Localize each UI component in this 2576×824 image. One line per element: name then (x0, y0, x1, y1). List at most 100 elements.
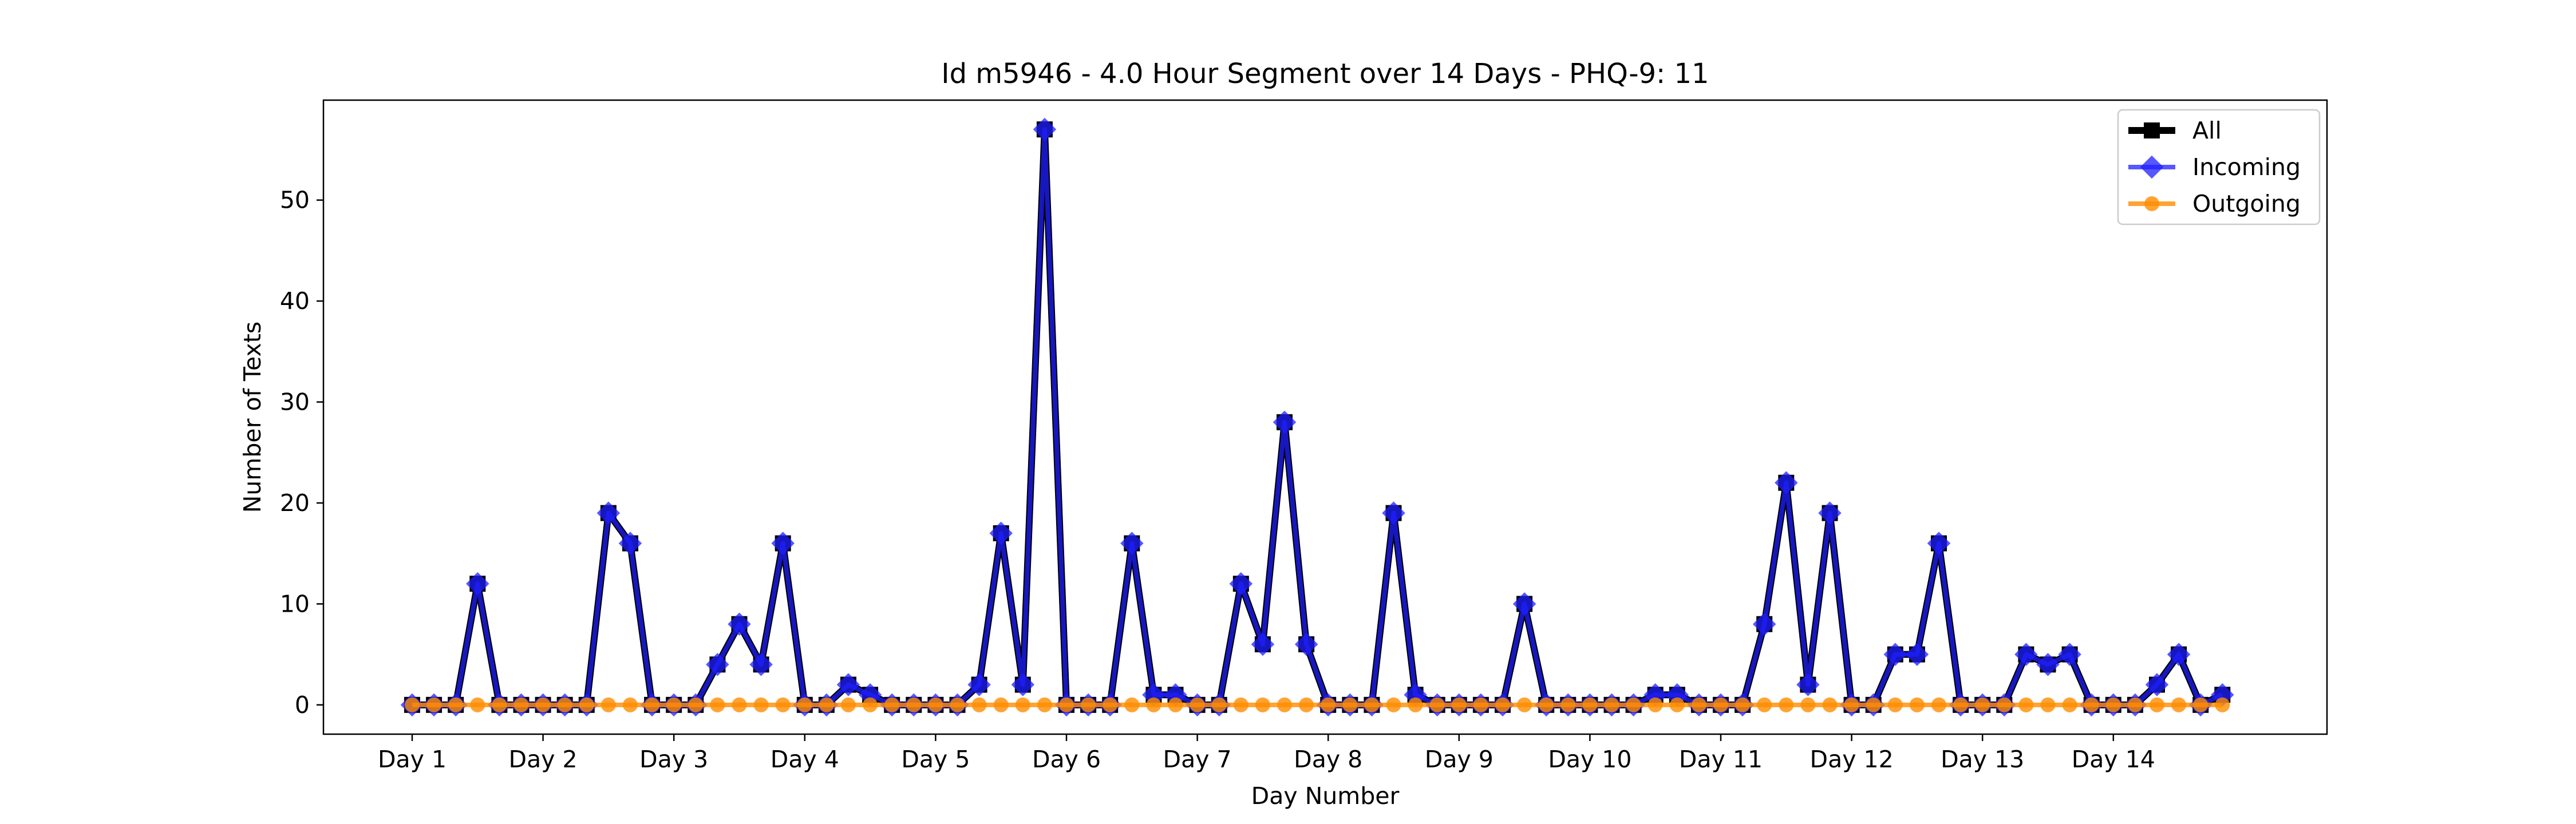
x-tick-label: Day 9 (1425, 746, 1494, 773)
y-tick-label: 20 (280, 489, 310, 517)
data-point-outgoing (1757, 697, 1772, 712)
data-point-outgoing (426, 697, 442, 712)
data-point-outgoing (1866, 697, 1881, 712)
data-point-incoming (596, 501, 621, 525)
data-point-outgoing (1386, 697, 1401, 712)
x-tick-label: Day 7 (1163, 746, 1232, 773)
data-point-outgoing (2150, 697, 2164, 712)
data-point-incoming (1229, 572, 1253, 596)
data-point-outgoing (971, 697, 987, 712)
data-point-outgoing (1713, 697, 1728, 712)
data-point-incoming (1251, 632, 1275, 656)
data-point-outgoing (1146, 697, 1161, 712)
x-tick-label: Day 8 (1294, 746, 1362, 773)
data-point-outgoing (1626, 697, 1641, 712)
data-point-outgoing (470, 697, 485, 712)
data-point-outgoing (1909, 697, 1925, 712)
data-point-outgoing (1779, 697, 1794, 712)
x-tick-label: Day 13 (1941, 746, 2024, 773)
data-point-outgoing (1211, 697, 1227, 712)
data-point-outgoing (1539, 697, 1554, 712)
y-tick-label: 10 (280, 590, 310, 617)
legend-label: Outgoing (2192, 190, 2301, 217)
series-outgoing (405, 697, 2230, 712)
y-axis-ticks: 0 10 20 30 40 50 (280, 187, 323, 719)
data-point-outgoing (1800, 697, 1816, 712)
plot-frame (322, 99, 2328, 735)
y-tick-label: 50 (280, 187, 310, 214)
data-point-incoming (1818, 501, 1842, 525)
data-point-incoming (2036, 653, 2060, 676)
data-point-outgoing (2040, 697, 2056, 712)
data-point-incoming (1512, 592, 1536, 616)
data-point-outgoing (405, 697, 420, 712)
data-point-incoming (2145, 673, 2169, 696)
chart-title: Id m5946 - 4.0 Hour Segment over 14 Days… (941, 58, 1709, 90)
data-point-outgoing (1887, 697, 1903, 712)
data-point-outgoing (557, 697, 572, 712)
x-tick-label: Day 2 (509, 746, 578, 773)
data-point-outgoing (666, 697, 682, 712)
data-point-outgoing (1168, 697, 1183, 712)
data-point-outgoing (1059, 697, 1074, 712)
data-point-incoming (1775, 471, 1798, 494)
data-point-outgoing (775, 697, 791, 712)
x-tick-label: Day 4 (771, 746, 839, 773)
data-point-outgoing (1844, 697, 1859, 712)
data-point-outgoing (884, 697, 900, 712)
data-point-outgoing (1975, 697, 1990, 712)
x-tick-label: Day 3 (639, 746, 708, 773)
data-point-outgoing (1517, 697, 1532, 712)
data-point-incoming (1120, 532, 1144, 555)
data-point-outgoing (2084, 697, 2099, 712)
data-point-incoming (2014, 643, 2038, 666)
data-point-outgoing (645, 697, 660, 712)
data-point-outgoing (1604, 697, 1619, 712)
data-point-outgoing (2193, 697, 2208, 712)
data-point-outgoing (1495, 697, 1510, 712)
legend: All Incoming Outgoing (2117, 109, 2321, 225)
data-point-outgoing (1997, 697, 2012, 712)
data-point-outgoing (513, 697, 529, 712)
data-point-outgoing (579, 697, 594, 712)
x-tick-label: Day 1 (378, 746, 447, 773)
legend-marker (2144, 122, 2160, 138)
legend-marker (2140, 155, 2164, 179)
data-point-outgoing (1429, 697, 1445, 712)
data-point-outgoing (1408, 697, 1423, 712)
data-point-incoming (1927, 532, 1951, 555)
data-point-incoming (1294, 632, 1318, 656)
data-point-outgoing (1451, 697, 1467, 712)
data-point-incoming (1883, 643, 1907, 666)
x-tick-label: Day 6 (1032, 746, 1101, 773)
data-point-outgoing (2127, 697, 2143, 712)
data-point-outgoing (863, 697, 878, 712)
data-point-outgoing (1647, 697, 1663, 712)
data-point-outgoing (1822, 697, 1838, 712)
legend-label: All (2192, 117, 2222, 144)
data-point-outgoing (797, 697, 812, 712)
data-point-outgoing (600, 697, 616, 712)
data-point-outgoing (2215, 697, 2230, 712)
data-point-outgoing (1364, 697, 1380, 712)
data-point-incoming (2167, 643, 2191, 666)
data-point-outgoing (993, 697, 1009, 712)
data-point-outgoing (623, 697, 638, 712)
data-point-outgoing (928, 697, 943, 712)
data-point-outgoing (841, 697, 856, 712)
data-point-outgoing (1321, 697, 1336, 712)
data-point-outgoing (1582, 697, 1598, 712)
plot-marks (400, 117, 2234, 717)
x-tick-label: Day 5 (901, 746, 970, 773)
data-point-outgoing (906, 697, 922, 712)
data-point-outgoing (1255, 697, 1270, 712)
data-point-incoming (1752, 612, 1776, 636)
data-point-outgoing (1473, 697, 1488, 712)
y-tick-label: 0 (295, 691, 310, 719)
y-tick-label: 40 (280, 287, 310, 315)
data-point-outgoing (1691, 697, 1706, 712)
data-point-incoming (466, 572, 489, 596)
data-point-outgoing (492, 697, 507, 712)
data-point-outgoing (710, 697, 725, 712)
y-axis-label: Number of Texts (239, 322, 266, 513)
